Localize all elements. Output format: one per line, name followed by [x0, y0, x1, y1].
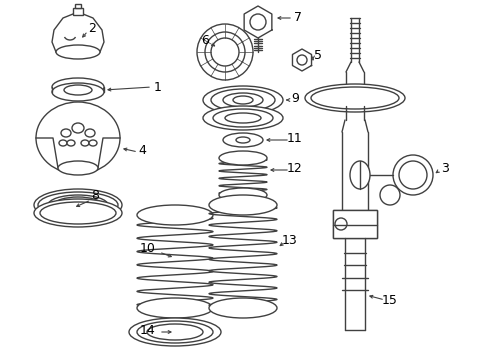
- Ellipse shape: [305, 84, 404, 112]
- Ellipse shape: [62, 200, 94, 210]
- Ellipse shape: [203, 106, 283, 130]
- Ellipse shape: [223, 93, 263, 107]
- Ellipse shape: [61, 129, 71, 137]
- Ellipse shape: [210, 38, 239, 66]
- Ellipse shape: [392, 155, 432, 195]
- Ellipse shape: [208, 298, 276, 318]
- Ellipse shape: [310, 87, 398, 109]
- Ellipse shape: [249, 14, 265, 30]
- Text: 14: 14: [140, 324, 156, 337]
- Ellipse shape: [56, 45, 100, 59]
- Ellipse shape: [85, 129, 95, 137]
- Text: 6: 6: [201, 33, 208, 46]
- Text: 15: 15: [381, 293, 397, 306]
- Text: 12: 12: [286, 162, 302, 175]
- Ellipse shape: [137, 298, 213, 318]
- Text: 1: 1: [154, 81, 162, 94]
- Text: 9: 9: [290, 91, 298, 104]
- Ellipse shape: [398, 161, 426, 189]
- Ellipse shape: [223, 133, 263, 147]
- Ellipse shape: [38, 192, 118, 218]
- Text: 5: 5: [313, 49, 321, 62]
- Ellipse shape: [48, 195, 108, 215]
- Ellipse shape: [219, 151, 266, 165]
- Ellipse shape: [334, 218, 346, 230]
- Ellipse shape: [58, 161, 98, 175]
- Ellipse shape: [210, 89, 274, 111]
- Ellipse shape: [213, 109, 272, 127]
- Ellipse shape: [34, 199, 122, 227]
- Ellipse shape: [54, 197, 102, 213]
- Ellipse shape: [129, 318, 221, 346]
- Ellipse shape: [68, 202, 88, 208]
- Bar: [75, 4, 81, 8]
- Ellipse shape: [59, 140, 67, 146]
- Text: 10: 10: [140, 242, 156, 255]
- Ellipse shape: [36, 102, 120, 174]
- Ellipse shape: [197, 24, 252, 80]
- Text: 3: 3: [440, 162, 448, 175]
- Bar: [332, 210, 376, 238]
- Ellipse shape: [40, 202, 116, 224]
- Text: 8: 8: [91, 189, 99, 202]
- Ellipse shape: [147, 324, 203, 340]
- Ellipse shape: [379, 185, 399, 205]
- Ellipse shape: [67, 140, 75, 146]
- Bar: [332, 210, 376, 238]
- Ellipse shape: [72, 123, 84, 133]
- Text: 2: 2: [88, 22, 96, 35]
- Ellipse shape: [232, 96, 252, 104]
- Ellipse shape: [224, 113, 261, 123]
- Ellipse shape: [137, 321, 213, 343]
- Ellipse shape: [208, 195, 276, 215]
- Ellipse shape: [52, 78, 104, 96]
- Ellipse shape: [203, 86, 283, 114]
- Ellipse shape: [81, 140, 89, 146]
- Ellipse shape: [236, 137, 249, 143]
- Text: 13: 13: [282, 234, 297, 247]
- Ellipse shape: [34, 189, 122, 221]
- Bar: [73, 8, 83, 15]
- Ellipse shape: [64, 85, 92, 95]
- Ellipse shape: [89, 140, 97, 146]
- Ellipse shape: [137, 205, 213, 225]
- Text: 11: 11: [286, 131, 302, 144]
- Ellipse shape: [219, 188, 266, 202]
- Ellipse shape: [204, 32, 244, 72]
- Ellipse shape: [52, 83, 104, 101]
- Text: 4: 4: [138, 144, 145, 157]
- Ellipse shape: [296, 55, 306, 65]
- Text: 7: 7: [293, 10, 302, 23]
- Ellipse shape: [349, 161, 369, 189]
